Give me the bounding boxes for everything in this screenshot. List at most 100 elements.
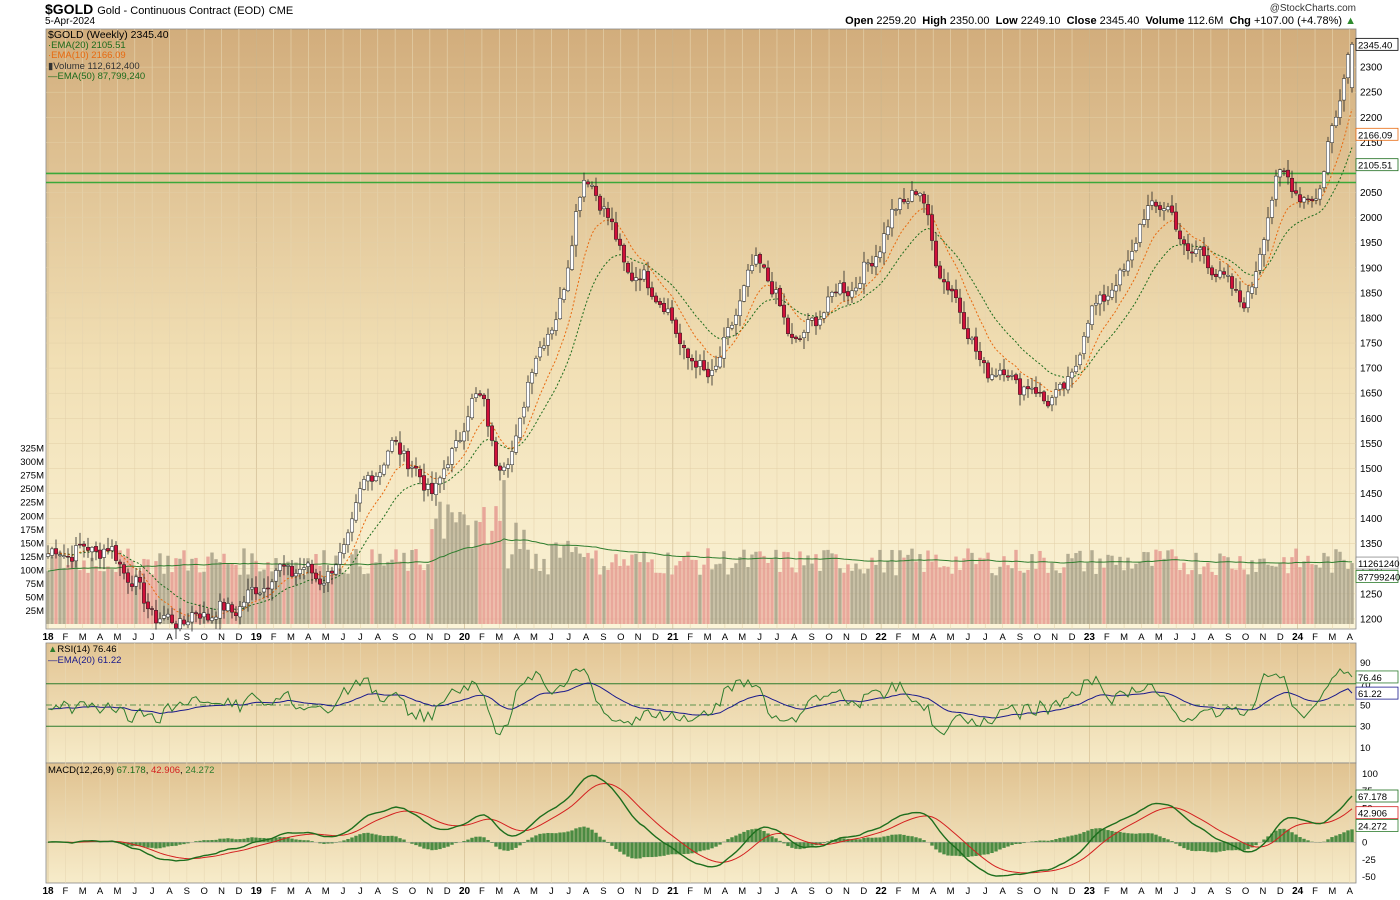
candle-body: [1274, 175, 1278, 200]
macd-hist-bar: [602, 839, 606, 843]
candle-body: [254, 587, 258, 595]
candle-body: [1218, 270, 1222, 278]
macd-hist-bar: [986, 842, 990, 855]
price-tag-ema20-box: [1355, 158, 1399, 172]
candle-body: [414, 466, 418, 469]
volume-bar: [58, 551, 62, 624]
volume-bar: [830, 553, 834, 624]
candle-body: [630, 272, 634, 281]
candle-body: [206, 613, 210, 621]
macd-hist-bar: [438, 842, 442, 850]
macd-hist-bar: [122, 842, 126, 845]
candle-body: [1142, 219, 1146, 225]
x-axis-label: J: [1191, 886, 1196, 897]
price-tick-label: 2300: [1360, 63, 1383, 74]
candle-body: [754, 255, 758, 265]
macd-hist-bar: [962, 842, 966, 857]
macd-hist-bar: [1110, 830, 1114, 843]
macd-hist-bar: [366, 832, 370, 843]
volume-bar: [502, 480, 506, 624]
macd-hist-bar: [218, 838, 222, 843]
volume-bar: [474, 520, 478, 624]
candle-body: [446, 464, 450, 468]
rsi-tick-label: 70: [1360, 679, 1371, 690]
candle-body: [862, 261, 866, 285]
macd-hist-bar: [998, 842, 1002, 850]
volume-tag: 112612400: [1358, 559, 1400, 570]
x-axis-label: A: [583, 886, 590, 897]
volume-bar: [306, 558, 310, 624]
volume-bar: [706, 548, 710, 624]
candle-body: [542, 345, 546, 349]
volume-bar: [1250, 560, 1254, 624]
macd-hist-bar: [1118, 831, 1122, 843]
macd-hist-bar: [574, 828, 578, 843]
candle-body: [434, 483, 438, 495]
candle-body: [902, 199, 906, 203]
macd-hist-bar: [550, 833, 554, 843]
macd-hist-bar: [582, 826, 586, 843]
candle-body: [174, 623, 178, 629]
x-axis-label: A: [791, 632, 798, 643]
macd-hist-bar: [546, 832, 550, 843]
macd-hist-bar: [942, 842, 946, 855]
price-tick-label: 1800: [1360, 313, 1383, 324]
price-tag-last-box: [1355, 37, 1399, 51]
candle-body: [1110, 289, 1114, 298]
volume-bar: [1310, 564, 1314, 624]
macd-hist-bar: [906, 835, 910, 843]
chart-title: $GOLD Gold - Continuous Contract (EOD) CME: [45, 1, 294, 17]
macd-hist-bar: [1154, 834, 1158, 843]
x-axis-label: 20: [459, 632, 471, 643]
volume-bar: [970, 552, 974, 624]
candle-body: [106, 548, 110, 551]
candle-body: [666, 308, 670, 313]
volume-bar: [370, 549, 374, 624]
volume-bar: [1126, 557, 1130, 624]
candle-body: [470, 398, 474, 419]
price-tick-label: 1750: [1360, 339, 1383, 350]
macd-hist-bar: [678, 842, 682, 855]
candle-body: [994, 375, 998, 377]
volume-bar: [1154, 549, 1158, 624]
x-axis-label: 19: [251, 886, 263, 897]
candle-body: [278, 563, 282, 571]
macd-hist-bar: [330, 842, 334, 844]
price-tick-label: 1600: [1360, 414, 1383, 425]
macd-hist-bar: [750, 829, 754, 843]
candle-body: [906, 201, 910, 204]
x-axis-label: M: [947, 886, 955, 897]
volume-bar: [734, 563, 738, 624]
macd-hist-bar: [966, 842, 970, 857]
candle-body: [406, 450, 410, 470]
candle-body: [226, 603, 230, 612]
x-axis-label: A: [999, 886, 1006, 897]
candle-body: [390, 440, 394, 452]
macd-hist-bar: [1162, 837, 1166, 843]
macd-hist-bar: [726, 839, 730, 843]
candle-body: [534, 358, 538, 374]
x-axis-label: D: [652, 886, 659, 897]
volume-bar: [714, 564, 718, 624]
macd-hist-bar: [982, 842, 986, 855]
volume-bar: [230, 563, 234, 624]
volume-bar: [486, 543, 490, 624]
macd-hist-bar: [1250, 842, 1254, 848]
macd-hist-bar: [206, 840, 210, 843]
x-axis-label: D: [444, 632, 451, 643]
x-axis-label: J: [757, 886, 762, 897]
candle-body: [98, 549, 102, 559]
candle-body: [462, 431, 466, 442]
candle-body: [710, 370, 714, 376]
candle-body: [602, 206, 606, 210]
candle-body: [698, 360, 702, 367]
candle-body: [878, 251, 882, 258]
volume-bar: [930, 561, 934, 624]
x-axis-label: M: [113, 632, 121, 643]
macd-hist-bar: [530, 837, 534, 843]
macd-hist-bar: [1006, 842, 1010, 847]
volume-bar: [542, 558, 546, 624]
rsi-tick-label: 90: [1360, 658, 1371, 669]
volume-bar: [338, 568, 342, 624]
legend-ema10: ·EMA(10) 2166.09: [48, 50, 126, 61]
